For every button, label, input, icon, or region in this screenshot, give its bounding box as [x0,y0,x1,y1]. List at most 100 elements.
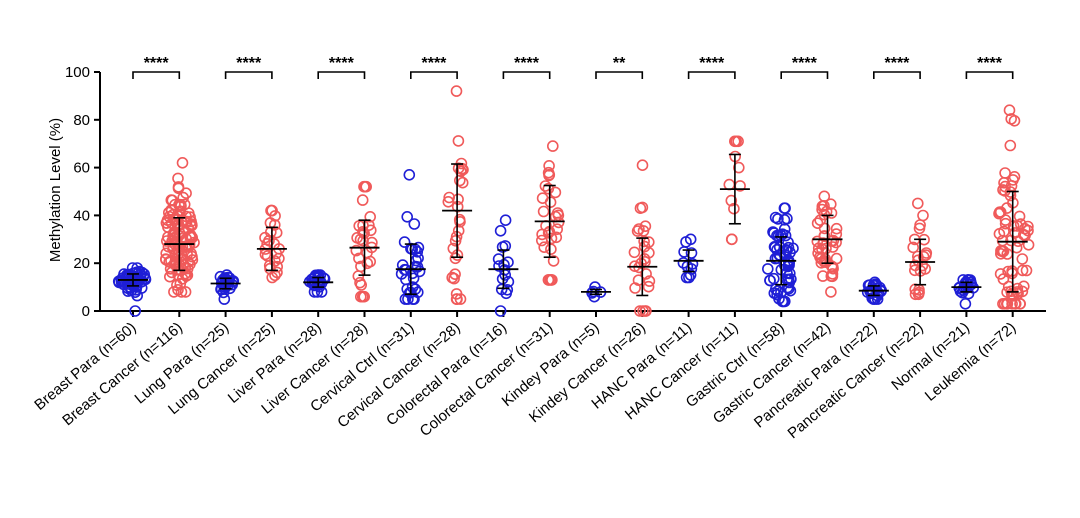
data-point [452,224,465,237]
data-point [761,263,774,275]
mean-sd-bars [118,153,1028,297]
significance-label: **** [236,55,262,72]
data-point [179,286,192,298]
data-point [725,233,738,246]
data-point [640,268,652,280]
data-point [162,240,175,253]
data-point [165,194,178,206]
data-point [773,241,786,253]
data-point [449,268,461,281]
data-point [452,135,465,147]
data-point [769,241,781,254]
data-point [545,232,558,245]
data-point [536,192,549,204]
significance-bracket [224,71,273,79]
data-point [764,274,776,287]
data-point [551,223,564,235]
data-point [551,207,564,219]
data-point [126,262,139,274]
data-point [632,274,645,287]
data-point [628,246,641,259]
data-point [356,194,369,206]
y-tick-label: 80 [73,112,90,129]
data-point [318,273,331,285]
data-point [732,161,745,174]
data-point [586,287,598,299]
data-point [730,135,743,148]
data-point [997,297,1009,310]
data-point [449,235,462,247]
data-point [957,284,969,296]
data-point [685,247,698,259]
data-point [454,165,467,178]
significance-bracket [687,71,736,79]
data-point [728,202,740,215]
data-point [830,222,843,235]
data-point [451,293,463,305]
data-point [812,247,824,259]
significance-bracket [502,71,551,79]
data-point [183,207,195,219]
data-point [358,180,370,193]
data-point [639,305,652,317]
data-point [537,205,550,218]
data-point [962,274,974,286]
data-point [995,245,1007,257]
data-point [818,200,830,212]
significance-bracket [317,71,366,79]
data-point [164,270,176,283]
data-point [917,209,929,222]
data-point [538,241,551,253]
data-point [784,284,797,297]
data-point [130,283,142,296]
data-point [185,247,197,260]
data-point [865,287,878,300]
data-point [357,226,369,238]
data-point [501,283,514,296]
data-point [264,262,276,275]
data-point [1014,297,1027,310]
significance-label: **** [329,55,355,72]
significance-bracket [780,71,829,79]
data-point [172,283,184,296]
data-point [361,257,374,270]
data-point [781,281,794,294]
data-point [642,280,655,293]
data-point [782,241,795,254]
data-point [725,194,738,207]
data-point [826,270,839,283]
data-point [176,157,189,169]
significance-label: **** [421,55,447,72]
data-point [163,210,176,223]
category-labels: Breast Para (n=60)Breast Cancer (n=116)L… [31,319,1019,442]
data-point [306,273,318,286]
data-point [494,225,507,237]
data-point [825,286,837,298]
data-point [778,202,791,214]
data-point [545,243,557,255]
significance-brackets: **** **** **** **** **** ** **** **** **** **** [132,55,1014,79]
data-point [1017,280,1030,293]
data-point [920,249,932,261]
data-point [769,211,782,224]
significance-label: **** [977,55,1003,72]
data-point [358,290,371,303]
data-point [1008,115,1021,127]
data-point [268,219,281,231]
data-point [907,241,920,254]
significance-label: ** [613,55,626,72]
data-point [350,244,363,257]
data-point [994,268,1007,280]
data-point [1010,241,1023,254]
data-point [811,217,824,229]
data-point [825,207,838,219]
y-tick-label: 60 [73,160,90,177]
data-point [1009,297,1021,310]
data-point [543,160,555,172]
data-point [771,252,784,265]
significance-bracket [965,71,1014,79]
data-point [784,246,796,259]
data-point [818,230,831,242]
data-point [135,282,148,294]
